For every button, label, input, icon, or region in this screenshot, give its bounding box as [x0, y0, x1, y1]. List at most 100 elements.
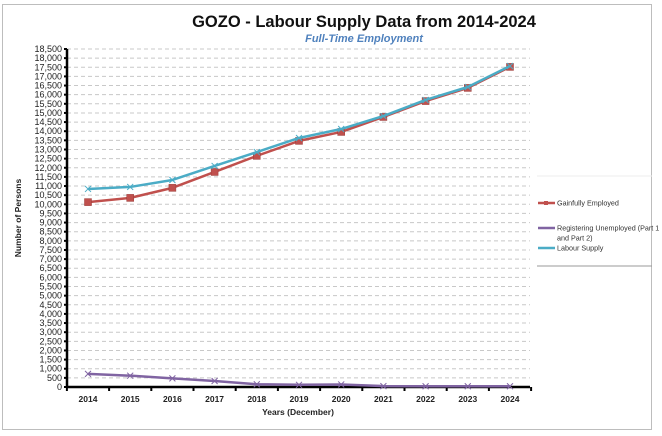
y-tick-label: 3,000	[39, 327, 62, 337]
marker-stroke	[464, 382, 472, 390]
marker-stroke	[295, 381, 303, 389]
series-line-labour-supply	[87, 64, 511, 191]
marker-stroke	[253, 148, 261, 156]
y-tick-label: 2,000	[39, 345, 62, 355]
y-tick-label: 7,500	[39, 245, 62, 255]
y-axis-ticks: 05001,0001,5002,0002,5003,0003,5004,0004…	[34, 44, 67, 392]
x-tick-label: 2024	[501, 394, 520, 404]
y-tick-label: 5,500	[39, 282, 62, 292]
data-point	[506, 62, 514, 70]
legend-label: Registering Unemployed (Part 1	[557, 224, 659, 233]
y-tick-label: 6,000	[39, 272, 62, 282]
marker-stroke	[211, 377, 218, 385]
y-tick-label: 17,000	[34, 71, 62, 81]
marker-stroke	[126, 372, 134, 380]
data-point	[422, 382, 429, 390]
data-point	[211, 377, 218, 385]
data-point	[126, 183, 134, 191]
gridlines	[67, 48, 530, 379]
marker-stroke	[211, 162, 218, 170]
y-tick-label: 11,000	[35, 181, 62, 191]
marker-stroke	[337, 125, 345, 133]
x-tick-label: 2020	[332, 394, 351, 404]
y-tick-label: 3,500	[39, 318, 62, 328]
y-tick-label: 0	[57, 382, 62, 392]
y-axis-label: Number of Persons	[13, 179, 23, 258]
y-tick-label: 9,000	[39, 218, 62, 228]
marker-stroke	[295, 134, 303, 142]
data-point	[380, 382, 387, 390]
y-tick-label: 10,000	[34, 199, 62, 209]
y-tick-label: 18,500	[34, 44, 62, 54]
y-tick-label: 17,500	[34, 62, 62, 72]
y-tick-label: 4,500	[39, 300, 62, 310]
data-point	[126, 194, 134, 202]
chart-title: GOZO - Labour Supply Data from 2014-2024	[192, 13, 537, 31]
data-point	[211, 162, 218, 170]
data-point	[380, 112, 387, 120]
series-line-gainfully-employed	[87, 65, 511, 204]
y-tick-label: 13,000	[34, 144, 62, 154]
y-tick-label: 8,000	[39, 236, 62, 246]
y-tick-label: 14,000	[34, 126, 62, 136]
data-point	[253, 380, 261, 388]
data-point	[169, 176, 176, 184]
y-tick-label: 15,000	[34, 108, 62, 118]
y-tick-label: 16,500	[34, 81, 62, 91]
data-point	[84, 185, 92, 193]
y-tick-label: 1,000	[39, 364, 62, 374]
data-point	[84, 370, 92, 378]
marker-stroke	[84, 185, 92, 193]
y-tick-label: 7,000	[39, 254, 62, 264]
marker-stroke	[126, 183, 134, 191]
data-point	[295, 134, 303, 142]
x-tick-label: 2021	[374, 394, 393, 404]
data-point	[168, 184, 177, 192]
marker-stroke	[506, 382, 514, 390]
data-point	[506, 382, 514, 390]
data-point	[295, 381, 303, 389]
x-tick-label: 2022	[416, 394, 435, 404]
y-tick-label: 16,000	[34, 90, 62, 100]
y-tick-label: 5,000	[39, 291, 62, 301]
legend-label: and Part 2)	[557, 234, 593, 243]
y-tick-label: 12,500	[34, 154, 62, 164]
data-point	[337, 381, 345, 388]
y-tick-label: 13,500	[34, 135, 62, 145]
y-tick-label: 15,500	[34, 99, 62, 109]
marker-stroke	[422, 96, 429, 104]
legend-label: Labour Supply	[557, 244, 604, 253]
x-tick-label: 2015	[121, 394, 140, 404]
y-tick-label: 11,500	[35, 172, 62, 182]
y-tick-label: 8,500	[39, 227, 62, 237]
y-tick-label: 18,000	[34, 53, 62, 63]
marker-stroke	[253, 380, 261, 388]
x-tick-label: 2014	[79, 394, 98, 404]
marker-stroke	[380, 382, 387, 390]
y-tick-label: 9,500	[39, 208, 62, 218]
x-tick-label: 2017	[205, 394, 224, 404]
y-tick-label: 10,500	[34, 190, 62, 200]
marker-stroke	[380, 112, 387, 120]
series-group	[84, 62, 514, 390]
data-point	[210, 168, 219, 176]
y-tick-label: 2,500	[39, 336, 62, 346]
x-tick-label: 2018	[247, 394, 266, 404]
data-point	[464, 83, 472, 91]
chart-subtitle: Full-Time Employment	[305, 33, 424, 45]
data-point	[422, 96, 429, 104]
chart-frame	[2, 4, 652, 430]
legend: Gainfully Employed Registering Unemployed…	[537, 175, 659, 267]
x-tick-label: 2019	[290, 394, 309, 404]
x-tick-label: 2023	[458, 394, 477, 404]
data-point	[464, 382, 472, 390]
data-point	[169, 375, 176, 382]
data-point	[253, 148, 261, 156]
y-tick-label: 12,000	[34, 163, 62, 173]
x-axis-ticks: 2014 2015 2016 2017 2018 2019 2020 2021 2022 2023…	[65, 387, 533, 404]
y-tick-label: 500	[47, 373, 62, 383]
data-point	[337, 125, 345, 133]
y-tick-label: 1,500	[39, 355, 62, 365]
y-tick-label: 14,500	[34, 117, 62, 127]
